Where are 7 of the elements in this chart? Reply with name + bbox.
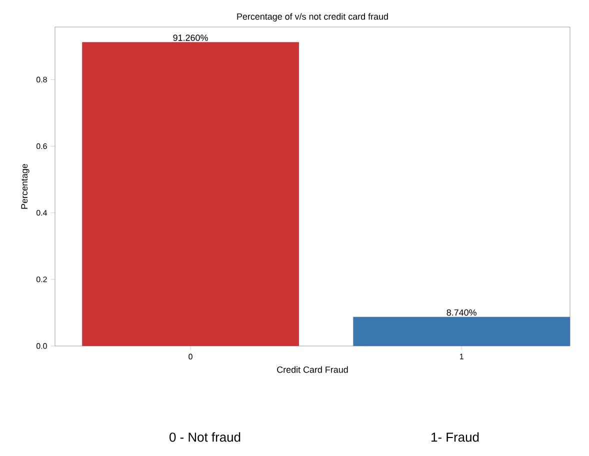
chart-title: Percentage of v/s not credit card fraud [237,13,388,22]
text: 1- Fraud [432,432,479,442]
data-label: 91.260% [173,34,208,41]
y-axis-title: Percentage [21,164,30,209]
text: 0 - Not fraud [170,432,240,442]
x-axis-title: Credit Card Fraud [277,366,348,373]
data-label: 8.740% [446,309,476,316]
